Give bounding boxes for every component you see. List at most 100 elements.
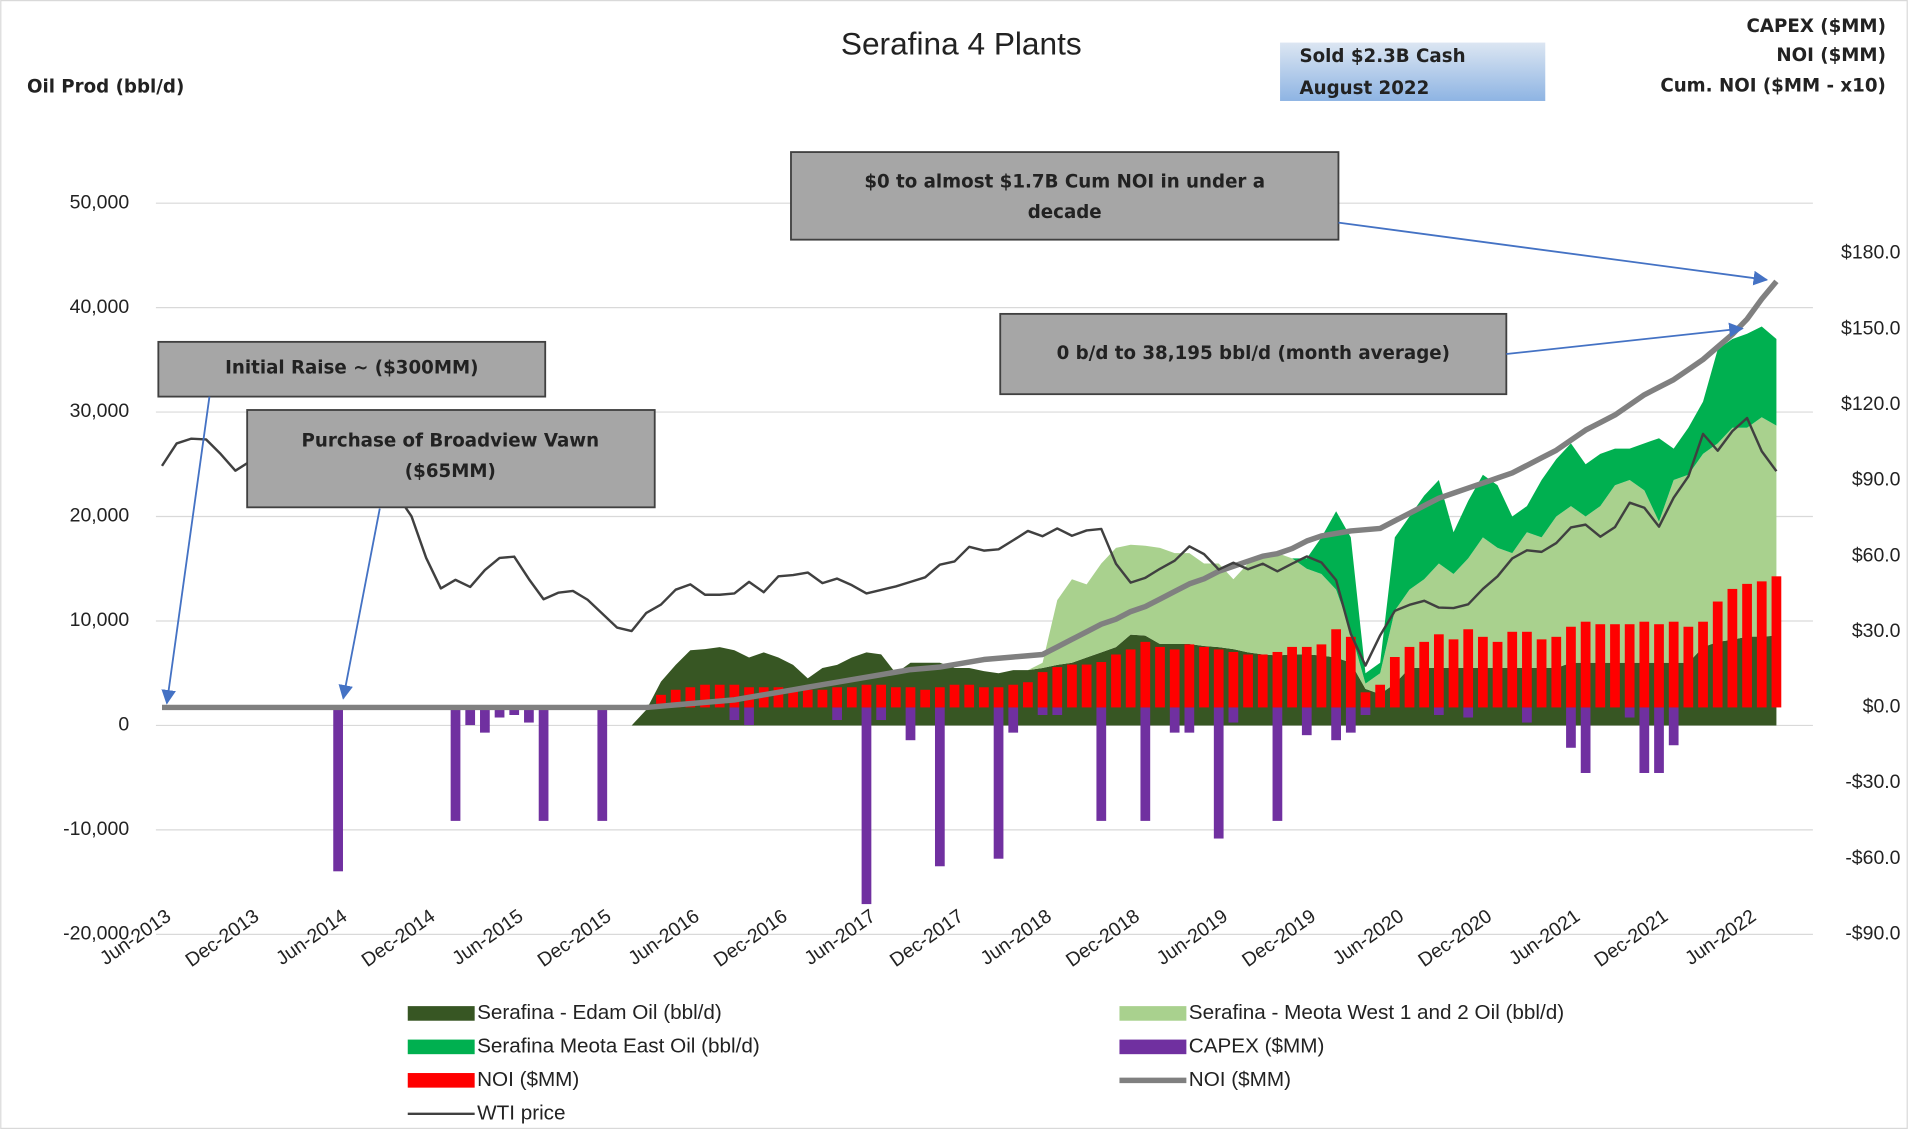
- bar: [1756, 581, 1767, 708]
- bar: [465, 707, 476, 726]
- bar: [1023, 682, 1033, 708]
- y-tick-label: -20,000: [63, 922, 129, 944]
- line: [160, 416, 1778, 667]
- bar: [685, 687, 696, 708]
- annotation-arrow: [161, 396, 211, 705]
- bar: [1111, 654, 1121, 708]
- annotation-box: [790, 151, 1340, 241]
- bar: [656, 694, 666, 708]
- bar: [964, 684, 975, 708]
- bar: [1272, 651, 1283, 708]
- y-tick-label: 30,000: [70, 400, 130, 422]
- bar: [802, 689, 813, 708]
- bar: [1037, 672, 1048, 708]
- bar: [670, 689, 681, 708]
- annotation-text: Purchase of Broadview Vawn: [302, 431, 600, 452]
- bar: [949, 684, 960, 708]
- legend-label: NOI ($MM): [1189, 1068, 1291, 1091]
- bar: [1155, 646, 1165, 708]
- bar: [538, 707, 549, 821]
- bar: [450, 707, 461, 821]
- y2-tick-label: $60.0: [1852, 544, 1901, 566]
- bar: [905, 707, 916, 741]
- bar: [1140, 707, 1151, 821]
- bar: [1668, 707, 1679, 746]
- annotation-text: decade: [1028, 202, 1102, 223]
- bar: [773, 687, 784, 708]
- bar: [1360, 692, 1371, 708]
- bar: [1566, 707, 1576, 748]
- y2-axis-title: NOI ($MM): [1776, 45, 1886, 66]
- legend-swatch: [407, 1039, 475, 1055]
- bar: [1492, 641, 1503, 708]
- bar: [1301, 707, 1312, 736]
- bar: [1008, 707, 1019, 733]
- bar: [1683, 626, 1694, 708]
- bar: [1624, 707, 1635, 718]
- bar: [1052, 707, 1063, 715]
- y2-tick-label: $90.0: [1852, 469, 1901, 491]
- bar: [817, 689, 828, 708]
- bar: [788, 689, 798, 708]
- bar: [729, 684, 740, 708]
- bar: [1037, 707, 1048, 715]
- bar: [744, 707, 754, 726]
- annotation-arrow: [338, 508, 381, 700]
- bar: [333, 707, 343, 872]
- bar: [993, 687, 1004, 708]
- bar: [729, 707, 740, 721]
- bar: [1742, 583, 1752, 708]
- bar: [1536, 639, 1547, 708]
- bar: [714, 684, 725, 708]
- bar: [1272, 707, 1283, 821]
- bar: [1008, 684, 1019, 708]
- bar: [700, 684, 710, 708]
- annotation-box: [1280, 42, 1546, 101]
- bar: [1654, 624, 1664, 708]
- y-tick-label: 50,000: [70, 191, 130, 213]
- bar: [861, 707, 872, 905]
- legend-swatch: [407, 1006, 475, 1021]
- y2-tick-label: -$30.0: [1845, 771, 1900, 793]
- y-tick-label: 40,000: [70, 296, 130, 318]
- y2-tick-label: -$60.0: [1845, 847, 1900, 869]
- y2-axis-title: CAPEX ($MM): [1747, 16, 1886, 37]
- bar: [1184, 707, 1195, 733]
- legend-label: NOI ($MM): [477, 1068, 579, 1091]
- legend-label: Serafina Meota East Oil (bbl/d): [477, 1034, 760, 1057]
- bar: [1639, 707, 1650, 773]
- annotation-arrow: [1506, 322, 1744, 355]
- bar: [861, 684, 872, 708]
- legend-swatch: [407, 1073, 475, 1088]
- bar: [1448, 639, 1459, 708]
- bar: [1463, 629, 1474, 708]
- annotation-box: [999, 312, 1508, 396]
- bar: [1096, 707, 1107, 821]
- legend-swatch: [1119, 1006, 1187, 1021]
- bar: [1257, 654, 1268, 708]
- bar: [1419, 641, 1430, 708]
- bar: [1316, 644, 1327, 708]
- bar: [1566, 626, 1576, 708]
- bar: [1595, 624, 1606, 708]
- annotation-text: 0 b/d to 38,195 bbl/d (month average): [1057, 343, 1450, 364]
- y-axis-title: Oil Prod (bbl/d): [27, 77, 184, 98]
- annotation-text: August 2022: [1300, 78, 1430, 99]
- legend-swatch: [1119, 1039, 1187, 1055]
- bar: [1727, 588, 1738, 708]
- bar: [1067, 664, 1077, 708]
- bar: [1213, 707, 1224, 839]
- bar: [920, 689, 931, 708]
- bar: [1287, 646, 1297, 708]
- bar: [1507, 631, 1518, 708]
- bar: [890, 687, 901, 708]
- bar: [1360, 707, 1371, 715]
- bar: [934, 707, 945, 867]
- bar: [1301, 646, 1312, 708]
- bar: [1345, 707, 1356, 733]
- bar: [1228, 707, 1239, 723]
- bar: [1712, 601, 1723, 708]
- bar: [876, 684, 887, 708]
- bar: [1522, 631, 1532, 708]
